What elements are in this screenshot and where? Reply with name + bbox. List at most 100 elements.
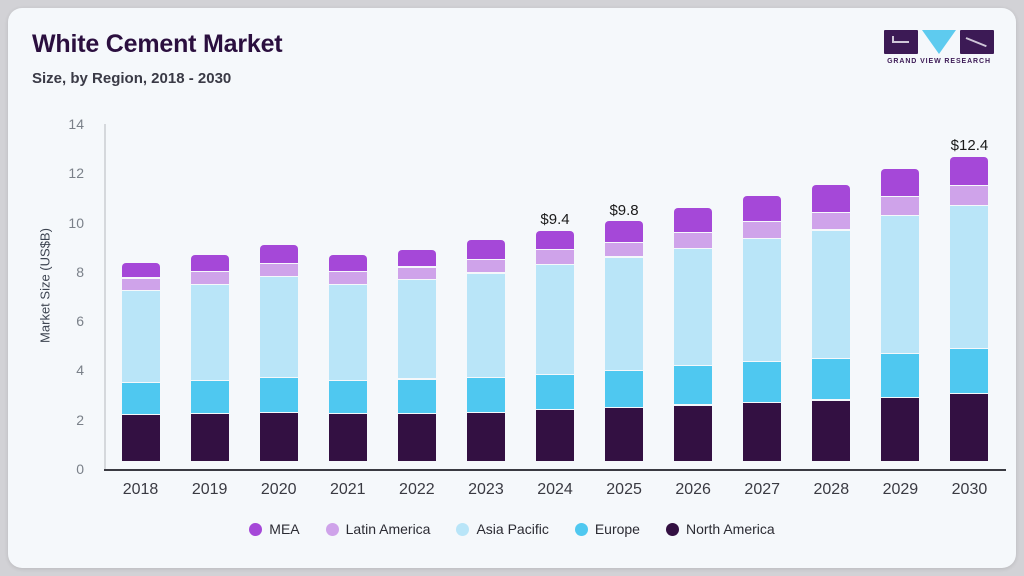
bar-segment-asia-pacific[interactable]	[259, 277, 298, 378]
bar-segment-latin-america[interactable]	[743, 221, 782, 238]
bar-segment-north-america[interactable]	[190, 414, 229, 461]
bar-segment-asia-pacific[interactable]	[536, 265, 574, 374]
bar-segment-latin-america[interactable]	[466, 260, 505, 273]
bar-group[interactable]	[397, 249, 436, 461]
bar-segment-north-america[interactable]	[328, 414, 367, 461]
bar-segment-europe[interactable]	[190, 380, 229, 413]
bar-segment-asia-pacific[interactable]	[466, 273, 505, 378]
bar-segment-mea[interactable]	[950, 156, 989, 185]
bar-segment-mea[interactable]	[605, 220, 644, 242]
bar-group[interactable]	[259, 244, 298, 461]
bar-segment-north-america[interactable]	[397, 414, 436, 461]
bar-value-label: $9.8	[609, 201, 639, 219]
bar-segment-north-america[interactable]	[121, 415, 160, 461]
legend-item-latin-america[interactable]: Latin America	[325, 521, 431, 537]
bar-value-label: $12.4	[950, 137, 989, 155]
bar-segment-europe[interactable]	[743, 362, 782, 402]
bar-group[interactable]	[812, 184, 851, 461]
bar-segment-north-america[interactable]	[605, 408, 644, 461]
bar-segment-latin-america[interactable]	[397, 267, 436, 279]
bar-segment-north-america[interactable]	[259, 412, 298, 461]
bar-segment-europe[interactable]	[466, 378, 505, 412]
bar-segment-latin-america[interactable]	[674, 233, 713, 248]
legend-swatch-icon	[249, 522, 263, 536]
bar-segment-latin-america[interactable]	[536, 250, 574, 264]
bar-segment-mea[interactable]	[466, 240, 505, 259]
bar-segment-mea[interactable]	[743, 196, 782, 221]
bar-segment-asia-pacific[interactable]	[190, 284, 229, 380]
bar-segment-europe[interactable]	[674, 366, 713, 405]
bar-group[interactable]	[466, 239, 505, 461]
bar-segment-europe[interactable]	[605, 371, 644, 407]
x-axis-tick: 2021	[329, 481, 366, 498]
bar-group[interactable]	[190, 254, 229, 461]
bar-group[interactable]	[674, 207, 713, 461]
bar-segment-mea[interactable]	[536, 230, 574, 250]
bar-segment-latin-america[interactable]	[328, 272, 367, 284]
bar-segment-europe[interactable]	[328, 380, 367, 413]
bar-segment-latin-america[interactable]	[121, 278, 160, 290]
bar-segment-asia-pacific[interactable]	[950, 205, 989, 348]
bar-group[interactable]	[536, 229, 574, 461]
bar-segment-mea[interactable]	[881, 168, 920, 197]
bar-segment-north-america[interactable]	[950, 394, 989, 461]
logo-r-icon	[960, 30, 994, 54]
bar-segment-latin-america[interactable]	[950, 186, 989, 205]
bar-segment-europe[interactable]	[259, 378, 298, 412]
bar-segment-europe[interactable]	[881, 353, 920, 397]
bar-segment-mea[interactable]	[397, 250, 436, 267]
bar-segment-north-america[interactable]	[743, 403, 782, 461]
bar-segment-latin-america[interactable]	[605, 242, 644, 257]
bar-segment-mea[interactable]	[812, 184, 851, 213]
bar-segment-north-america[interactable]	[881, 398, 920, 461]
bar-segment-europe[interactable]	[812, 358, 851, 400]
bar-series-area: 2018 2019 2020 2021 2022 2023 2024 $9.4 2025 $9.8…	[8, 8, 1016, 568]
bar-segment-mea[interactable]	[674, 208, 713, 232]
bar-value-label: $9.4	[540, 211, 570, 229]
x-axis-tick: 2030	[951, 481, 988, 498]
legend-item-asia-pacific[interactable]: Asia Pacific	[456, 521, 549, 537]
bar-segment-latin-america[interactable]	[812, 213, 851, 230]
bar-segment-asia-pacific[interactable]	[328, 284, 367, 380]
legend-swatch-icon	[574, 522, 588, 536]
x-axis-tick: 2027	[744, 481, 781, 498]
legend-item-north-america[interactable]: North America	[665, 521, 775, 537]
bar-segment-asia-pacific[interactable]	[605, 257, 644, 370]
bar-segment-asia-pacific[interactable]	[881, 215, 920, 353]
bar-segment-europe[interactable]	[536, 374, 574, 410]
legend-label: MEA	[269, 521, 300, 537]
x-axis-tick: 2025	[606, 481, 642, 498]
bar-segment-asia-pacific[interactable]	[121, 290, 160, 383]
bar-group[interactable]	[605, 220, 644, 461]
bar-segment-mea[interactable]	[328, 255, 367, 272]
chart-legend: MEA Latin America Asia Pacific Europe North …	[8, 521, 1016, 537]
legend-item-mea[interactable]: MEA	[249, 521, 300, 537]
bar-segment-latin-america[interactable]	[190, 272, 229, 284]
bar-group[interactable]	[881, 168, 920, 461]
bar-segment-north-america[interactable]	[812, 400, 851, 461]
bar-group[interactable]	[950, 155, 989, 461]
x-axis-tick: 2020	[260, 481, 297, 498]
bar-segment-mea[interactable]	[190, 255, 229, 272]
bar-segment-latin-america[interactable]	[881, 197, 920, 215]
bar-segment-europe[interactable]	[950, 348, 989, 394]
bar-segment-mea[interactable]	[121, 262, 160, 278]
bar-segment-europe[interactable]	[397, 379, 436, 413]
bar-segment-asia-pacific[interactable]	[674, 249, 713, 365]
bar-segment-mea[interactable]	[259, 245, 298, 263]
bar-group[interactable]	[121, 261, 160, 461]
bar-group[interactable]	[743, 195, 782, 461]
bar-segment-europe[interactable]	[121, 383, 160, 415]
legend-label: Latin America	[345, 521, 431, 537]
bar-segment-north-america[interactable]	[536, 410, 574, 461]
y-axis-tick: 0	[76, 461, 84, 477]
bar-group[interactable]	[328, 254, 367, 461]
bar-segment-asia-pacific[interactable]	[743, 239, 782, 362]
legend-item-europe[interactable]: Europe	[574, 521, 640, 537]
bar-segment-north-america[interactable]	[466, 412, 505, 461]
bar-segment-asia-pacific[interactable]	[397, 279, 436, 379]
bar-segment-asia-pacific[interactable]	[812, 230, 851, 358]
logo-wordmark: GRAND VIEW RESEARCH	[887, 58, 991, 65]
bar-segment-north-america[interactable]	[674, 405, 713, 461]
bar-segment-latin-america[interactable]	[259, 263, 298, 277]
